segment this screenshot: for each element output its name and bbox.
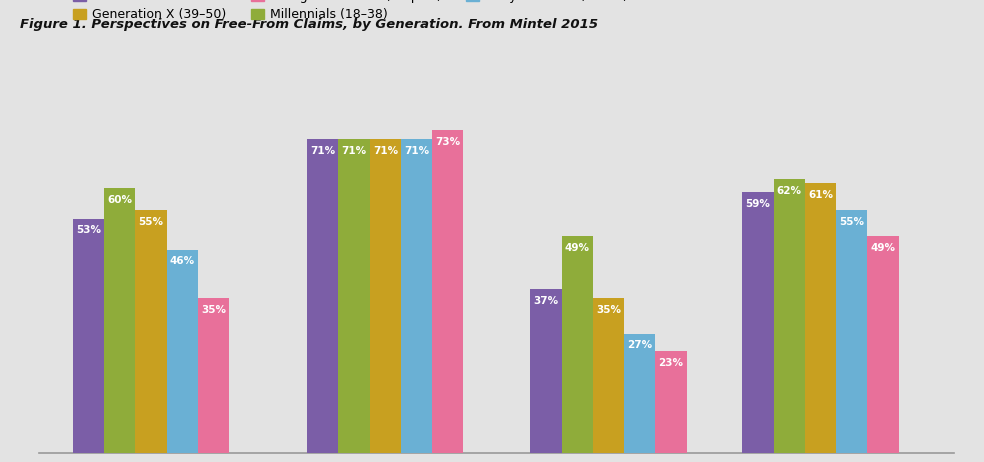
Text: 61%: 61% xyxy=(808,190,833,200)
Text: 49%: 49% xyxy=(565,243,589,253)
Bar xyxy=(868,237,898,453)
Text: 59%: 59% xyxy=(746,199,770,209)
Bar xyxy=(104,188,136,453)
Bar xyxy=(166,249,198,453)
Bar xyxy=(593,298,624,453)
Text: 53%: 53% xyxy=(76,225,101,236)
Bar xyxy=(307,140,338,453)
Bar xyxy=(562,237,593,453)
Text: 46%: 46% xyxy=(169,256,195,266)
Text: 35%: 35% xyxy=(596,305,621,315)
Text: 71%: 71% xyxy=(373,146,398,156)
Text: 71%: 71% xyxy=(341,146,367,156)
Bar xyxy=(624,334,655,453)
Text: 62%: 62% xyxy=(776,186,802,196)
Bar xyxy=(743,192,773,453)
Bar xyxy=(136,210,166,453)
Text: 37%: 37% xyxy=(533,296,559,306)
Text: 55%: 55% xyxy=(139,217,163,226)
Bar xyxy=(198,298,229,453)
Text: 49%: 49% xyxy=(871,243,895,253)
Bar xyxy=(805,183,836,453)
Legend: All, Generation X (39–50), Swing Generation (70-plus), Millennials (18–38), Baby: All, Generation X (39–50), Swing Generat… xyxy=(73,0,628,21)
Text: Figure 1. Perspectives on Free-From Claims, by Generation. From Mintel 2015: Figure 1. Perspectives on Free-From Clai… xyxy=(20,18,598,31)
Text: 71%: 71% xyxy=(404,146,429,156)
Bar xyxy=(836,210,868,453)
Text: 73%: 73% xyxy=(435,137,461,147)
Bar xyxy=(370,140,400,453)
Bar xyxy=(400,140,432,453)
Bar xyxy=(655,351,687,453)
Text: 71%: 71% xyxy=(310,146,336,156)
Text: 60%: 60% xyxy=(107,195,132,205)
Bar xyxy=(432,130,463,453)
Bar xyxy=(530,289,562,453)
Bar xyxy=(73,219,104,453)
Bar xyxy=(773,179,805,453)
Bar xyxy=(338,140,370,453)
Text: 23%: 23% xyxy=(658,358,684,368)
Text: 55%: 55% xyxy=(839,217,864,226)
Text: 27%: 27% xyxy=(627,340,652,350)
Text: 35%: 35% xyxy=(201,305,226,315)
